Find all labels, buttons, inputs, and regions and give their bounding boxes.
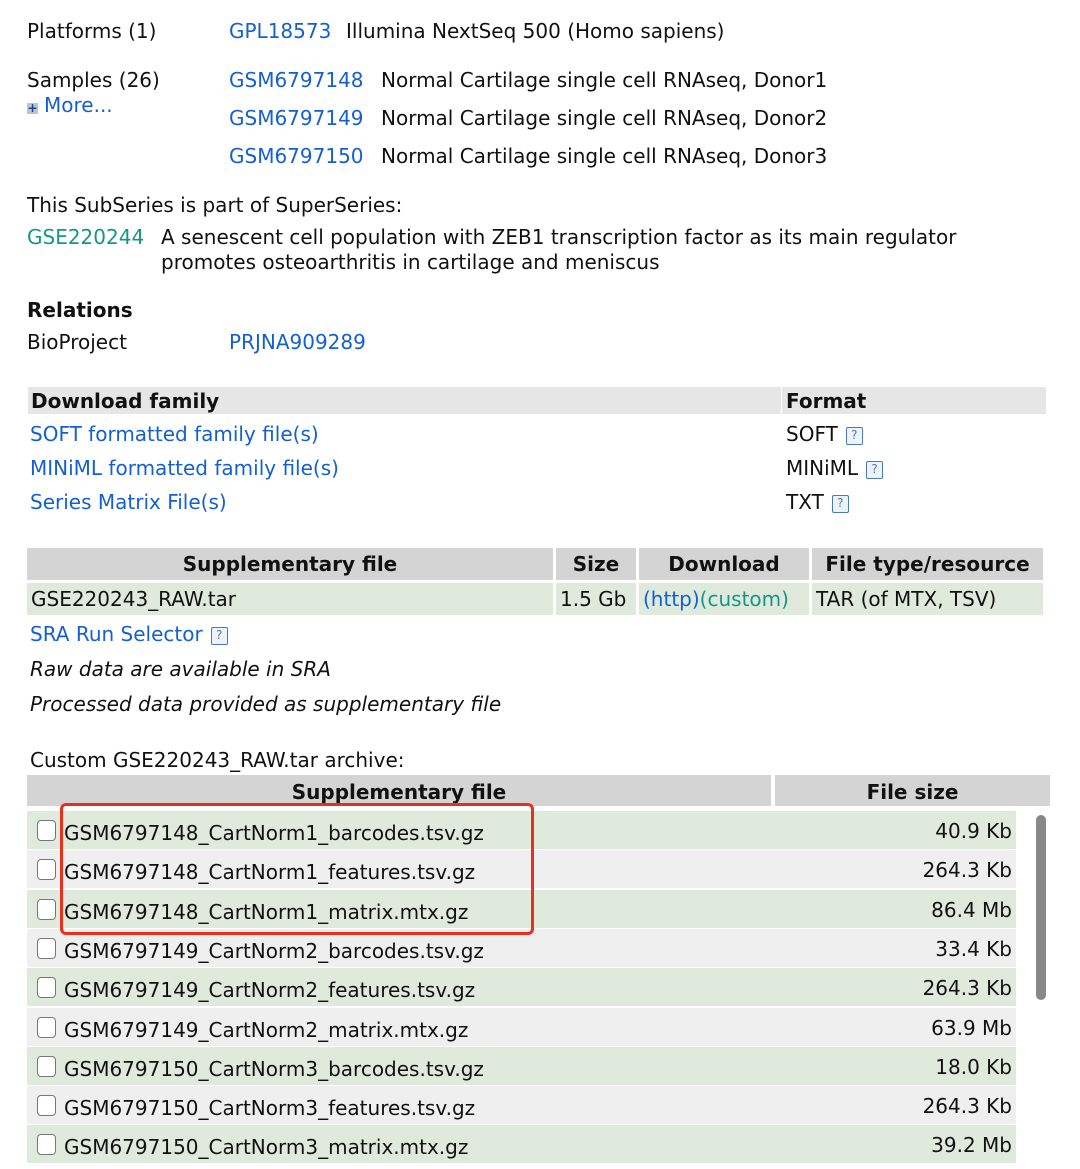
family-format: TXT? [786,490,849,514]
sample-desc: Normal Cartilage single cell RNAseq, Don… [381,144,828,168]
superseries-link[interactable]: GSE220244 [27,225,145,249]
sample-link[interactable]: GSM6797149 [229,106,364,130]
file-row [27,1007,1016,1046]
raw-data-note: Raw data are available in SRA [30,657,331,681]
more-link[interactable]: More... [44,93,113,117]
sra-run-selector-link[interactable]: SRA Run Selector [30,622,203,646]
samples-label: Samples (26) [27,68,160,92]
format-label: TXT [786,490,824,514]
family-download-link[interactable]: Series Matrix File(s) [30,490,227,514]
file-name: GSM6797149_CartNorm2_matrix.mtx.gz [64,1017,469,1042]
file-row [27,968,1016,1007]
file-size: 264.3 Kb [922,858,1012,883]
superseries-title-2: promotes osteoarthritis in cartilage and… [161,250,660,274]
archive-title: Custom GSE220243_RAW.tar archive: [30,748,405,772]
custom-link[interactable]: (custom) [699,587,789,611]
format-header: Format [782,387,1046,414]
table-row: GSE220243_RAW.tar 1.5 Gb (http)(custom) … [27,583,1043,615]
format-label: SOFT [786,422,838,446]
http-link[interactable]: (http) [643,587,700,611]
file-size: 40.9 Kb [935,819,1012,843]
help-icon[interactable]: ? [866,461,884,479]
more-samples-link[interactable]: + More... [27,93,113,117]
file-row [27,928,1016,967]
highlight-box [60,803,534,935]
expand-icon: + [27,101,38,115]
bioproject-link[interactable]: PRJNA909289 [229,330,366,354]
file-name: GSM6797149_CartNorm2_features.tsv.gz [64,978,476,1003]
supplementary-table: Supplementary file Size Download File ty… [24,545,1046,618]
file-checkbox[interactable] [37,859,56,881]
family-download-link[interactable]: MINiML formatted family file(s) [30,456,339,480]
file-name: GSM6797148_CartNorm1_barcodes.tsv.gz [64,821,484,845]
file-row [27,1125,1016,1164]
help-icon[interactable]: ? [831,495,849,513]
file-name: GSM6797148_CartNorm1_matrix.mtx.gz [64,899,469,924]
file-name: GSM6797150_CartNorm3_barcodes.tsv.gz [64,1056,484,1081]
relations-heading: Relations [27,298,133,322]
sample-desc: Normal Cartilage single cell RNAseq, Don… [381,68,828,92]
file-checkbox[interactable] [37,898,56,920]
format-label: MINiML [786,456,859,480]
file-size: 63.9 Mb [931,1015,1012,1040]
sample-link[interactable]: GSM6797148 [229,68,364,92]
file-checkbox[interactable] [37,1055,56,1077]
sample-desc: Normal Cartilage single cell RNAseq, Don… [381,106,828,130]
archive-col-file: Supplementary file [27,775,771,806]
file-name: GSM6797150_CartNorm3_features.tsv.gz [64,1096,476,1121]
help-icon[interactable]: ? [845,427,863,445]
superseries-intro: This SubSeries is part of SuperSeries: [27,193,403,217]
col-file-type: File type/resource [812,548,1043,580]
file-name: GSM6797148_CartNorm1_features.tsv.gz [64,860,476,885]
family-format: MINiML? [786,456,884,480]
platform-link[interactable]: GPL18573 [229,19,332,43]
platforms-label: Platforms (1) [27,19,157,43]
platform-desc: Illumina NextSeq 500 (Homo sapiens) [346,19,725,43]
family-download-link[interactable]: SOFT formatted family file(s) [30,422,319,446]
file-size: 1.5 Gb [560,587,627,611]
file-checkbox[interactable] [37,1016,56,1038]
file-name: GSM6797150_CartNorm3_matrix.mtx.gz [64,1135,469,1160]
col-size: Size [556,548,636,580]
bioproject-label: BioProject [27,330,127,354]
file-size: 264.3 Kb [922,1094,1012,1119]
archive-col-size: File size [775,775,1050,806]
help-icon[interactable]: ? [210,627,228,645]
file-checkbox[interactable] [37,1134,56,1156]
file-row [27,1046,1016,1085]
download-family-header: Download family [28,387,781,414]
file-name: GSM6797149_CartNorm2_barcodes.tsv.gz [64,938,484,963]
sample-link[interactable]: GSM6797150 [229,144,364,168]
file-type: TAR (of MTX, TSV) [816,587,997,611]
col-supplementary-file: Supplementary file [27,548,553,580]
file-checkbox[interactable] [37,977,56,999]
col-download: Download [639,548,809,580]
scrollbar-thumb[interactable] [1036,815,1046,1000]
file-size: 264.3 Kb [922,976,1012,1001]
file-row [27,811,1016,849]
file-checkbox[interactable] [37,1095,56,1117]
file-size: 86.4 Mb [931,897,1012,922]
file-row [27,1086,1016,1125]
file-row [27,850,1016,889]
file-size: 18.0 Kb [935,1054,1012,1079]
file-checkbox[interactable] [37,937,56,959]
processed-data-note: Processed data provided as supplementary… [30,692,502,716]
file-name: GSE220243_RAW.tar [31,587,237,611]
file-size: 39.2 Mb [931,1133,1012,1158]
file-checkbox[interactable] [37,820,56,841]
superseries-title-1: A senescent cell population with ZEB1 tr… [161,225,957,249]
file-row [27,889,1016,928]
file-size: 33.4 Kb [935,936,1012,961]
family-format: SOFT? [786,422,863,446]
